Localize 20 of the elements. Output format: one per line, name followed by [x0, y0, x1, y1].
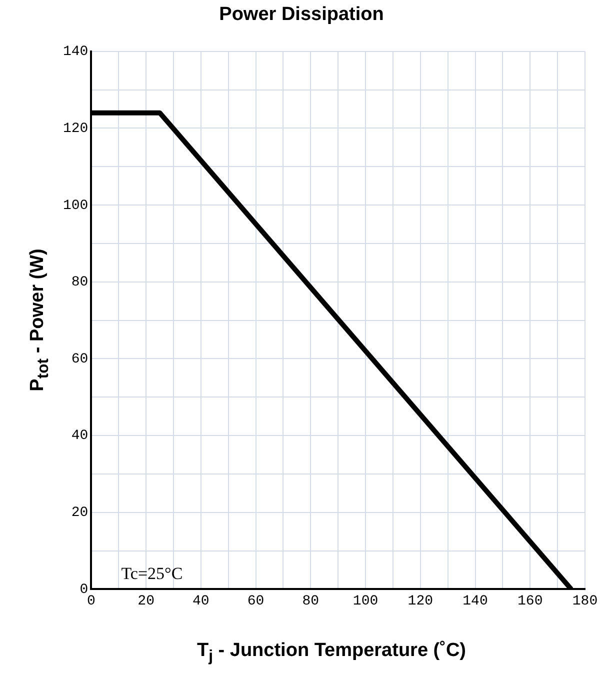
y-tick-label: 60 [71, 351, 88, 368]
y-tick-label: 80 [71, 274, 88, 291]
y-tick-label: 0 [80, 582, 88, 598]
y-tick-label: 40 [71, 428, 88, 444]
x-tick-label: 120 [408, 593, 434, 610]
x-axis-title: T$_{j}$ - Junction Temperature (˚C) [196, 640, 467, 666]
y-tick-label: 100 [62, 198, 88, 214]
x-tick-label: 140 [462, 593, 488, 610]
annotation: Tc=25°C [121, 564, 183, 584]
x-tick-label: 100 [352, 593, 378, 610]
chart-title: Power Dissipation [218, 4, 385, 26]
x-tick-label: 20 [138, 593, 154, 610]
y-tick-label: 20 [71, 505, 88, 522]
x-tick-label: 40 [192, 593, 210, 610]
x-tick-label: 60 [247, 593, 264, 610]
y-tick-label: 120 [62, 120, 88, 137]
x-tick-label: 180 [572, 593, 598, 610]
y-tick-label: 140 [62, 44, 88, 60]
x-tick-label: 80 [302, 593, 320, 610]
x-tick-label: 160 [518, 593, 543, 610]
